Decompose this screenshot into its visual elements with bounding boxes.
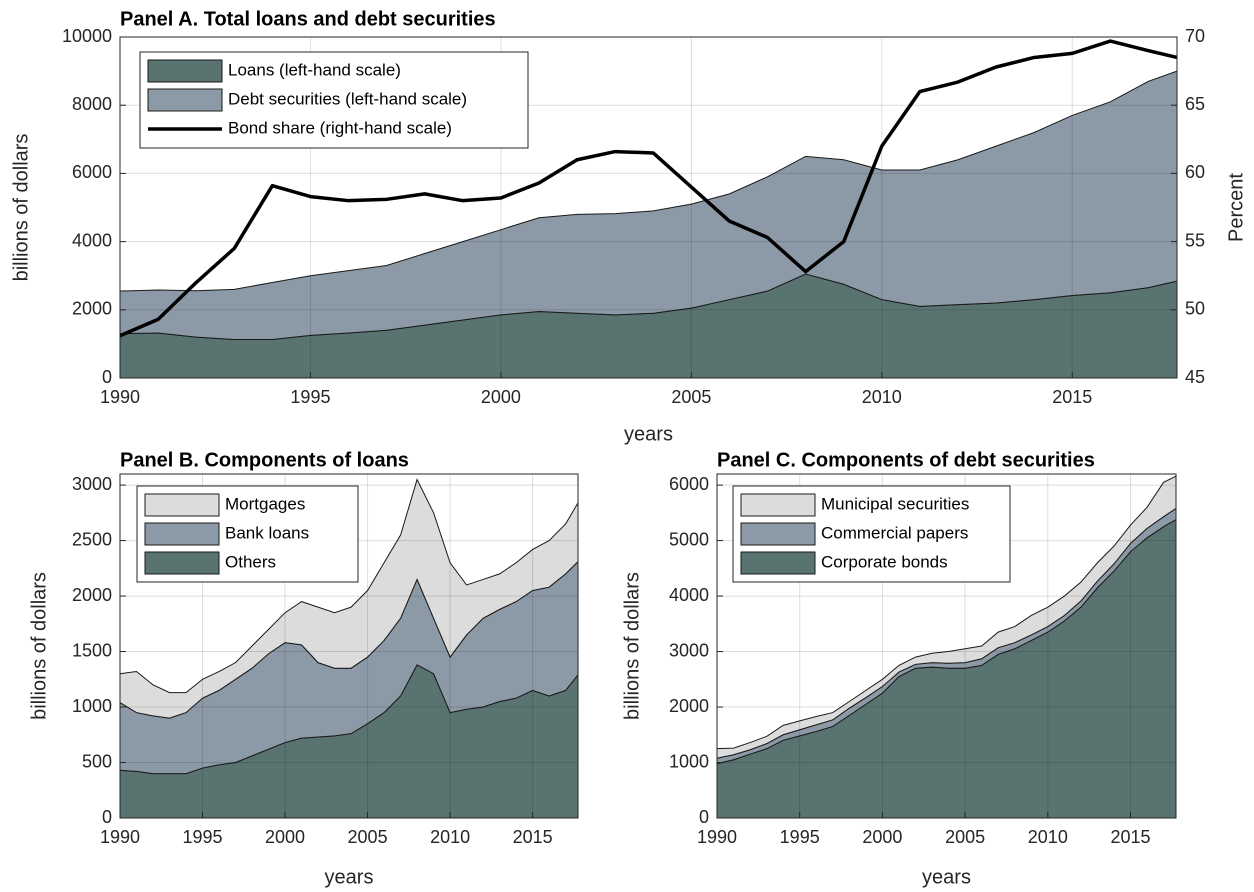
legend-label: Bond share (right-hand scale) — [228, 118, 452, 137]
x-tick-label: 2015 — [513, 827, 553, 847]
x-tick-label: 2010 — [1028, 827, 1068, 847]
y-tick-label: 10000 — [62, 26, 112, 46]
y-axis-label: billions of dollars — [10, 134, 32, 282]
x-tick-label: 2000 — [862, 827, 902, 847]
legend-label: Bank loans — [225, 523, 309, 542]
y-tick-label: 0 — [102, 807, 112, 827]
y-axis-label: billions of dollars — [28, 572, 50, 720]
x-tick-label: 2010 — [430, 827, 470, 847]
legend-label: Others — [225, 552, 276, 571]
y-tick-label: 500 — [82, 751, 112, 771]
y-tick-label: 2500 — [72, 529, 112, 549]
x-axis-label: years — [325, 866, 374, 888]
chart-title: Panel B. Components of loans — [120, 449, 409, 471]
legend-label: Debt securities (left-hand scale) — [228, 89, 467, 108]
legend-swatch — [144, 551, 220, 575]
y-axis-label: billions of dollars — [621, 572, 643, 720]
legend-label: Corporate bonds — [821, 552, 948, 571]
legend-swatch — [740, 551, 816, 575]
x-tick-label: 2005 — [348, 827, 388, 847]
plot-frame — [119, 473, 579, 819]
chart-title: Panel A. Total loans and debt securities — [120, 8, 496, 30]
x-tick-label: 2010 — [862, 387, 902, 407]
y-tick-label: 2000 — [669, 696, 709, 716]
x-tick-label: 2005 — [945, 827, 985, 847]
legend-swatch — [147, 59, 223, 83]
y-tick-label: 0 — [102, 367, 112, 387]
x-tick-label: 1990 — [100, 827, 140, 847]
legend-swatch — [144, 522, 220, 546]
y-tick-label: 4000 — [72, 230, 112, 250]
legend-label: Municipal securities — [821, 494, 969, 513]
y-tick-label: 1000 — [72, 696, 112, 716]
legend-label: Mortgages — [225, 494, 305, 513]
y2-axis-label: Percent — [1225, 173, 1247, 242]
y2-tick-label: 45 — [1185, 367, 1205, 387]
legend-label: Loans (left-hand scale) — [228, 60, 401, 79]
y-tick-label: 8000 — [72, 94, 112, 114]
y-tick-label: 4000 — [669, 585, 709, 605]
y-tick-label: 5000 — [669, 529, 709, 549]
y-tick-label: 2000 — [72, 585, 112, 605]
legend-swatch — [740, 493, 816, 517]
x-axis-label: years — [624, 423, 673, 445]
legend-swatch — [147, 88, 223, 112]
plot-frame — [716, 473, 1177, 819]
y2-tick-label: 60 — [1185, 162, 1205, 182]
x-tick-label: 2015 — [1110, 827, 1150, 847]
y2-tick-label: 70 — [1185, 26, 1205, 46]
y-tick-label: 6000 — [669, 474, 709, 494]
legend-label: Commercial papers — [821, 523, 968, 542]
y-tick-label: 2000 — [72, 299, 112, 319]
y2-tick-label: 55 — [1185, 230, 1205, 250]
x-tick-label: 2000 — [265, 827, 305, 847]
y-tick-label: 0 — [699, 807, 709, 827]
x-tick-label: 1990 — [697, 827, 737, 847]
y-tick-label: 3000 — [72, 474, 112, 494]
y-tick-label: 1000 — [669, 751, 709, 771]
plot-frame — [119, 36, 1178, 379]
x-tick-label: 1995 — [290, 387, 330, 407]
x-axis-label: years — [922, 866, 971, 888]
y2-tick-label: 65 — [1185, 94, 1205, 114]
legend-swatch — [740, 522, 816, 546]
x-tick-label: 1990 — [100, 387, 140, 407]
line — [119, 39, 1178, 338]
y-tick-label: 6000 — [72, 162, 112, 182]
legend-swatch — [144, 493, 220, 517]
x-tick-label: 2000 — [481, 387, 521, 407]
chart-title: Panel C. Components of debt securities — [717, 449, 1095, 471]
x-tick-label: 1995 — [780, 827, 820, 847]
x-tick-label: 2015 — [1052, 387, 1092, 407]
x-tick-label: 2005 — [671, 387, 711, 407]
x-tick-label: 1995 — [182, 827, 222, 847]
y-tick-label: 3000 — [669, 640, 709, 660]
y2-tick-label: 50 — [1185, 299, 1205, 319]
y-tick-label: 1500 — [72, 640, 112, 660]
